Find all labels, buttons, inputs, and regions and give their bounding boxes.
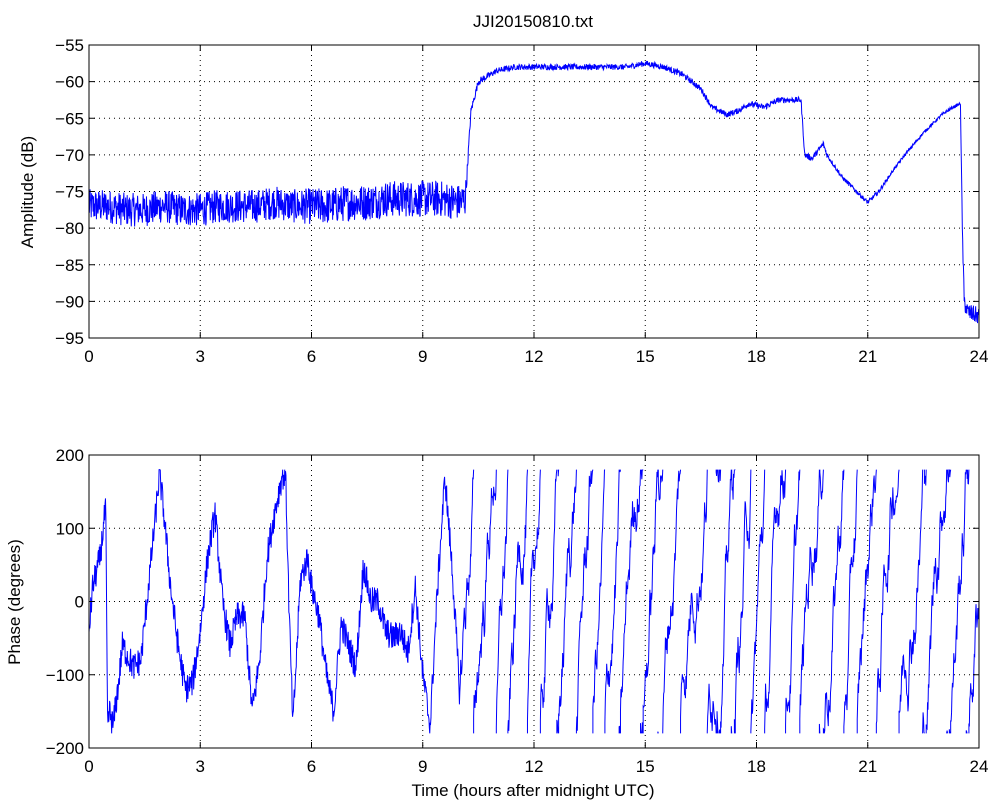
chart-title: JJI20150810.txt xyxy=(473,12,593,31)
phase-series-line xyxy=(89,469,979,734)
amplitude-y-tick-label: −55 xyxy=(55,36,84,55)
amplitude-x-tick-label: 0 xyxy=(84,347,93,366)
phase-y-tick-label: 200 xyxy=(56,446,84,465)
phase-y-tick-label: 100 xyxy=(56,519,84,538)
phase-y-ticks: −200 −100 0 100 200 xyxy=(46,446,979,758)
phase-y-axis-label: Phase (degrees) xyxy=(5,539,24,665)
amplitude-y-tick-label: −70 xyxy=(55,146,84,165)
amplitude-y-tick-label: −90 xyxy=(55,292,84,311)
amplitude-series-path xyxy=(89,60,979,324)
phase-x-tick-label: 21 xyxy=(858,757,877,776)
phase-series-path xyxy=(89,469,979,734)
phase-x-tick-label: 0 xyxy=(84,757,93,776)
amplitude-x-ticks: 0 3 6 9 12 15 18 21 24 xyxy=(84,45,988,366)
amplitude-series-line xyxy=(89,60,979,324)
amplitude-y-tick-label: −65 xyxy=(55,109,84,128)
amplitude-x-tick-label: 6 xyxy=(307,347,316,366)
amplitude-y-axis-label: Amplitude (dB) xyxy=(18,136,37,248)
phase-y-tick-label: −200 xyxy=(46,739,84,758)
amplitude-x-tick-label: 15 xyxy=(636,347,655,366)
amplitude-y-ticks: −95 −90 −85 −80 −75 −70 −65 −60 −55 xyxy=(55,36,979,348)
phase-x-tick-label: 9 xyxy=(418,757,427,776)
amplitude-y-tick-label: −95 xyxy=(55,329,84,348)
phase-x-ticks: 0 3 6 9 12 15 18 21 24 xyxy=(84,455,988,776)
phase-grid xyxy=(89,455,979,748)
amplitude-y-tick-label: −60 xyxy=(55,73,84,92)
amplitude-x-tick-label: 18 xyxy=(747,347,766,366)
amplitude-y-tick-label: −75 xyxy=(55,183,84,202)
amplitude-axes: JJI20150810.txt Amplitude (dB) 0 3 6 9 12 15 1… xyxy=(18,12,988,366)
amplitude-x-tick-label: 21 xyxy=(858,347,877,366)
phase-x-tick-label: 3 xyxy=(196,757,205,776)
phase-axes: Phase (degrees) Time (hours after midnig… xyxy=(5,446,988,800)
amplitude-grid xyxy=(89,45,979,338)
amplitude-x-tick-label: 9 xyxy=(418,347,427,366)
phase-x-tick-label: 15 xyxy=(636,757,655,776)
phase-x-tick-label: 12 xyxy=(525,757,544,776)
x-axis-label: Time (hours after midnight UTC) xyxy=(411,781,654,800)
phase-x-tick-label: 18 xyxy=(747,757,766,776)
amplitude-x-tick-label: 12 xyxy=(525,347,544,366)
amplitude-y-tick-label: −85 xyxy=(55,256,84,275)
phase-x-tick-label: 6 xyxy=(307,757,316,776)
phase-y-tick-label: −100 xyxy=(46,666,84,685)
phase-x-tick-label: 24 xyxy=(970,757,989,776)
amplitude-x-tick-label: 3 xyxy=(196,347,205,366)
amplitude-y-tick-label: −80 xyxy=(55,219,84,238)
phase-y-tick-label: 0 xyxy=(75,593,84,612)
amplitude-x-tick-label: 24 xyxy=(970,347,989,366)
